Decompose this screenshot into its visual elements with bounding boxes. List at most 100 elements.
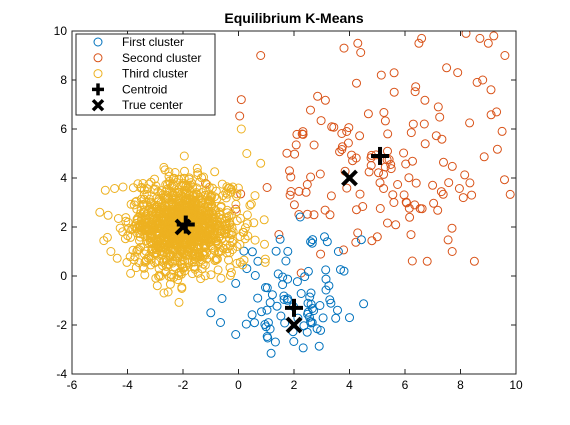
data-point (461, 31, 471, 38)
data-point (433, 102, 443, 112)
x-tick-label: 0 (235, 378, 242, 392)
data-point (260, 254, 270, 264)
data-point (167, 195, 177, 205)
data-point (183, 258, 193, 268)
data-point (174, 204, 184, 213)
data-point (232, 258, 242, 268)
data-point (161, 198, 171, 208)
data-point (226, 187, 236, 197)
data-point (367, 236, 377, 246)
data-point (139, 190, 149, 199)
data-point (374, 168, 383, 178)
data-point (126, 199, 136, 209)
data-point (180, 166, 189, 176)
data-point (353, 228, 363, 238)
data-point (225, 270, 235, 280)
data-point (320, 95, 330, 105)
data-point (216, 318, 225, 327)
data-point (240, 223, 250, 233)
data-point (408, 119, 418, 129)
data-point (118, 227, 128, 237)
series-2 (201, 31, 515, 278)
data-point (203, 233, 213, 243)
data-point (320, 232, 329, 242)
data-point (179, 151, 189, 161)
data-point (265, 324, 275, 334)
data-point (121, 216, 131, 226)
data-point (138, 221, 147, 231)
data-point (235, 232, 245, 241)
data-point (178, 249, 188, 259)
data-point (386, 164, 396, 174)
data-point (102, 232, 112, 242)
data-point (351, 237, 361, 247)
data-point (260, 239, 269, 249)
data-point (217, 179, 227, 189)
data-point (285, 166, 294, 176)
data-point (155, 223, 165, 233)
data-point (238, 260, 248, 270)
data-point (183, 196, 193, 206)
series-3 (95, 124, 270, 307)
data-point (306, 237, 316, 247)
x-tick-label: 2 (291, 378, 298, 392)
data-point (239, 246, 249, 256)
legend: First cluster Second cluster Third cluster… (75, 33, 216, 116)
data-point (327, 122, 337, 132)
data-point (316, 116, 326, 126)
data-point (342, 183, 352, 193)
data-point (253, 293, 263, 303)
true-center-marker (341, 169, 358, 187)
data-point (355, 131, 365, 141)
data-point (183, 189, 193, 198)
data-point (164, 209, 174, 219)
data-point (165, 214, 175, 224)
data-point (420, 139, 430, 149)
y-tick-label: 0 (60, 269, 67, 283)
data-point (141, 257, 151, 267)
data-point (242, 219, 252, 229)
data-point (198, 259, 208, 269)
data-point (262, 283, 272, 293)
data-point (174, 297, 184, 307)
data-point (444, 178, 454, 188)
data-point (242, 210, 252, 220)
data-point (383, 218, 392, 228)
data-point (142, 214, 152, 224)
data-point (260, 257, 270, 267)
data-point (376, 70, 386, 80)
data-point (442, 63, 452, 73)
data-point (404, 173, 414, 183)
data-point (153, 242, 163, 252)
data-point (122, 257, 132, 267)
data-point (401, 197, 411, 207)
data-point (222, 208, 232, 218)
data-point (106, 247, 116, 256)
x-tick-label: 4 (346, 378, 353, 392)
data-point (347, 150, 357, 160)
data-point (256, 51, 266, 60)
data-point (278, 280, 288, 290)
data-point (235, 111, 245, 121)
data-point (182, 239, 191, 249)
data-point (389, 68, 399, 78)
data-point (152, 281, 162, 291)
data-point (363, 109, 373, 119)
data-point (433, 205, 443, 215)
data-point (168, 245, 178, 255)
data-point (187, 257, 197, 267)
data-point (247, 310, 257, 320)
data-point (161, 192, 171, 202)
data-point (236, 213, 245, 223)
data-point (187, 236, 197, 246)
data-point (210, 224, 220, 234)
data-point (198, 214, 208, 224)
data-point (420, 95, 430, 105)
data-point (379, 169, 389, 179)
data-point (307, 238, 317, 248)
data-point (222, 244, 232, 254)
legend-item: First cluster (93, 35, 184, 49)
data-point (167, 181, 177, 191)
data-point (113, 214, 123, 223)
data-point (422, 256, 432, 266)
